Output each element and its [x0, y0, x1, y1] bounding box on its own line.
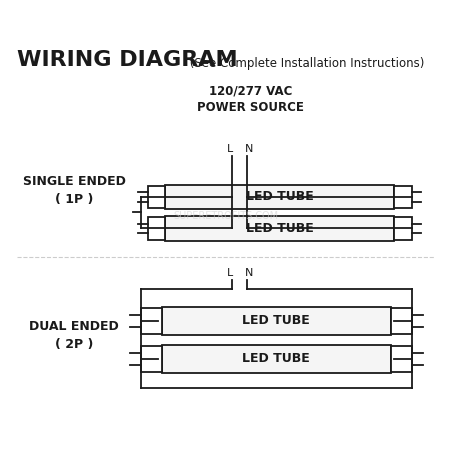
- Bar: [162, 345, 391, 373]
- Text: N: N: [245, 268, 253, 278]
- Text: LED TUBE: LED TUBE: [242, 353, 310, 365]
- Text: SINGLE ENDED
( 1P ): SINGLE ENDED ( 1P ): [23, 175, 126, 206]
- Text: LED TUBE: LED TUBE: [242, 314, 310, 328]
- Text: N: N: [245, 144, 253, 154]
- Text: DUAL ENDED
( 2P ): DUAL ENDED ( 2P ): [29, 319, 119, 351]
- Text: LED TUBE: LED TUBE: [246, 222, 313, 235]
- Bar: [141, 308, 162, 334]
- Text: L: L: [227, 144, 233, 154]
- Bar: [141, 346, 162, 372]
- Text: LED TUBE: LED TUBE: [246, 191, 313, 203]
- Text: SUPERETROFITS.COM: SUPERETROFITS.COM: [173, 211, 278, 221]
- Bar: [391, 308, 411, 334]
- Text: WIRING DIAGRAM: WIRING DIAGRAM: [17, 50, 238, 70]
- Bar: [148, 185, 165, 209]
- Bar: [394, 217, 411, 240]
- Bar: [165, 216, 394, 241]
- Bar: [162, 307, 391, 335]
- Bar: [391, 346, 411, 372]
- Text: (See Complete Installation Instructions): (See Complete Installation Instructions): [186, 57, 424, 70]
- Bar: [165, 184, 394, 210]
- Bar: [148, 217, 165, 240]
- Text: 120/277 VAC
POWER SOURCE: 120/277 VAC POWER SOURCE: [197, 84, 304, 114]
- Bar: [394, 185, 411, 209]
- Text: L: L: [227, 268, 233, 278]
